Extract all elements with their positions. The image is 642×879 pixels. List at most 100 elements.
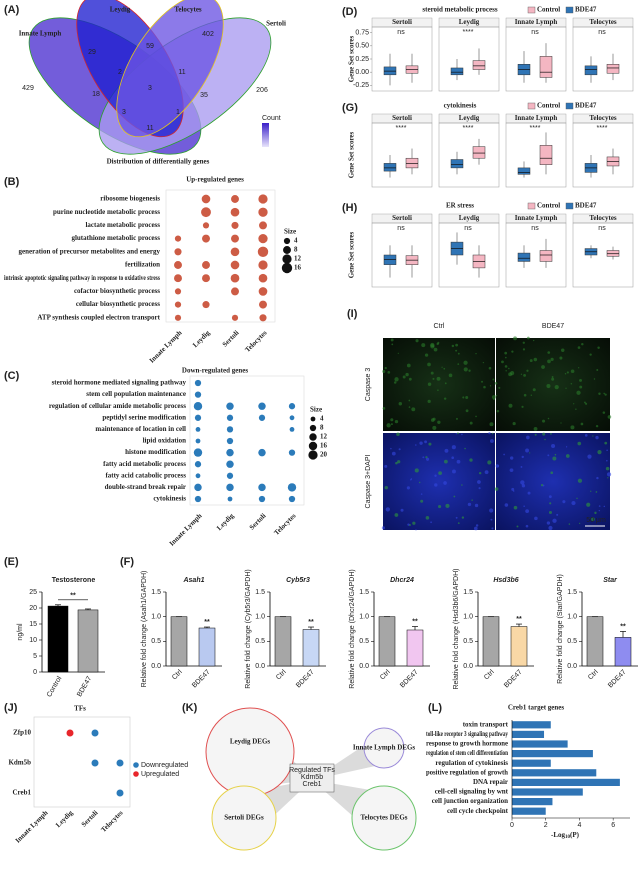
speckle <box>398 402 403 406</box>
speckle <box>474 503 479 508</box>
speckle <box>561 348 565 352</box>
plot-title: TFs <box>74 705 86 713</box>
speckle <box>509 468 514 473</box>
row-label: Caspase 3 <box>365 368 372 402</box>
speckle <box>512 490 515 492</box>
speckle <box>533 426 538 431</box>
speckle <box>606 472 612 477</box>
speckle <box>437 420 441 424</box>
dot <box>259 221 267 230</box>
speckle <box>565 387 567 389</box>
speckle <box>418 481 421 484</box>
speckle <box>498 386 501 389</box>
y-tick-label: 0.0 <box>359 663 369 670</box>
y-tick-label: 1.0 <box>359 614 369 621</box>
bar <box>512 798 553 806</box>
term-label: cell junction organization <box>432 797 508 805</box>
speckle <box>549 502 552 505</box>
term-label: regulation of stem cell differentiation <box>426 749 508 757</box>
dot <box>194 495 202 503</box>
panel-label: (A) <box>4 4 20 16</box>
legend-swatch <box>527 102 536 110</box>
box <box>517 252 531 262</box>
speckle <box>477 480 481 484</box>
y-axis-label: Relative fold change (Hsd3b6/GAPDH) <box>453 568 460 689</box>
speckle <box>603 392 605 395</box>
x-axis-label-main: -Log <box>551 831 566 839</box>
x-axis-label-tail: (P) <box>570 831 580 839</box>
x-tick-label: BDE47 <box>503 669 524 690</box>
set-label: Innate Lymph <box>19 30 62 38</box>
speckle <box>516 525 519 528</box>
node <box>211 785 277 851</box>
venn-count: 206 <box>256 87 268 94</box>
dot <box>258 233 268 244</box>
speckle <box>468 369 471 372</box>
significance: ns <box>397 225 405 232</box>
y-tick-label: 0.0 <box>567 663 577 670</box>
group-label: Sertoli <box>221 329 241 349</box>
panel-label: (D) <box>342 6 358 18</box>
dot <box>174 314 182 321</box>
group-label: Leydig <box>191 329 212 350</box>
bar <box>198 627 216 667</box>
speckle <box>412 521 416 525</box>
speckle <box>400 508 404 512</box>
y-tick-label: 0.50 <box>355 43 369 50</box>
bar <box>406 629 424 667</box>
speckle <box>457 432 459 435</box>
dot <box>288 495 296 503</box>
row-label: Zfp10 <box>13 729 31 737</box>
speckle <box>467 502 472 507</box>
dot <box>226 414 234 421</box>
speckle <box>402 375 406 379</box>
dot <box>287 483 297 492</box>
legend-label: Downregulated <box>141 762 188 769</box>
image <box>383 338 495 431</box>
speckle <box>425 516 430 520</box>
speckle <box>432 377 435 380</box>
speckle <box>604 441 608 445</box>
dot <box>258 402 266 410</box>
speckle <box>495 394 498 397</box>
speckle <box>579 378 583 382</box>
speckle <box>520 466 523 468</box>
plot-title: steroid metabolic process <box>422 6 497 14</box>
bar <box>482 616 500 667</box>
x-tick-label: BDE47 <box>295 669 316 690</box>
speckle <box>523 373 526 377</box>
significance: ns <box>464 225 472 232</box>
x-tick-label: Ctrl <box>171 668 184 681</box>
speckle <box>525 509 530 514</box>
speckle <box>541 365 545 369</box>
x-tick-label: 0 <box>510 822 514 829</box>
plot-title: Up-regulated genes <box>186 176 244 184</box>
speckle <box>405 372 409 377</box>
term-label: glutathione metabolic process <box>71 234 160 242</box>
y-tick-label: 0.5 <box>151 638 161 645</box>
x-tick-label: Ctrl <box>483 668 496 681</box>
legend-label: BDE47 <box>575 6 597 14</box>
speckle <box>607 415 612 419</box>
dot <box>174 301 182 308</box>
speckle <box>462 396 465 399</box>
bar <box>586 616 604 667</box>
panel-label: (J) <box>4 702 18 714</box>
speckle <box>481 380 483 383</box>
legend-label: Control <box>537 202 560 210</box>
legend-label: 4 <box>320 415 324 423</box>
column-label: Ctrl <box>434 323 445 330</box>
x-tick-label: Ctrl <box>379 668 392 681</box>
speckle <box>525 448 530 453</box>
speckle <box>548 525 553 531</box>
speckle <box>595 491 598 493</box>
row-label: Caspase 3+DAPI <box>365 455 372 509</box>
term-label: cofactor biosynthetic process <box>74 287 160 295</box>
speckle <box>478 471 482 475</box>
speckle <box>491 527 494 530</box>
speckle <box>529 452 531 454</box>
legend-label: 16 <box>320 442 328 450</box>
speckle <box>452 469 456 474</box>
speckle <box>587 454 592 459</box>
